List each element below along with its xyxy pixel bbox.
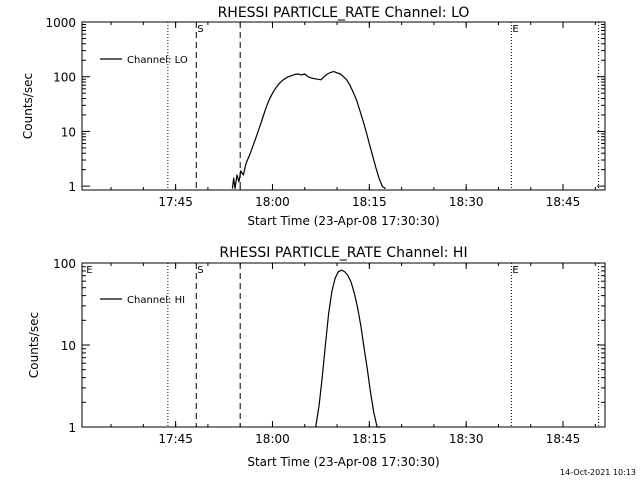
plot-frame <box>81 262 606 428</box>
series-line-1 <box>315 269 381 428</box>
timestamp: 14-Oct-2021 10:13 <box>560 468 636 477</box>
event-marker: S <box>197 24 203 35</box>
panel-2: RHESSI PARTICLE_RATE Channel: HI 17:45 18:… <box>27 245 606 469</box>
legend: Channel: LO <box>100 55 188 66</box>
event-marker: E <box>86 265 92 276</box>
x-tick-label: 17:45 <box>158 432 193 446</box>
y-tick-label: 100 <box>53 71 76 85</box>
y-tick-label: 10 <box>61 125 76 139</box>
legend: Channel: HI <box>100 295 185 306</box>
x-tick-label: 18:15 <box>352 432 387 446</box>
y-axis-label: Counts/sec <box>27 312 41 378</box>
event-marker: E <box>512 24 518 35</box>
chart-title: RHESSI PARTICLE_RATE Channel: LO <box>218 5 470 21</box>
event-marker: E <box>512 265 518 276</box>
x-axis-label: Start Time (23-Apr-08 17:30:30) <box>247 214 439 228</box>
plot-frame <box>81 21 606 191</box>
x-tick-label: 18:30 <box>449 432 484 446</box>
y-tick-label: 1 <box>68 180 76 194</box>
x-tick-label: 18:00 <box>255 195 290 209</box>
x-tick-label: 18:45 <box>546 195 581 209</box>
x-axis-label: Start Time (23-Apr-08 17:30:30) <box>247 455 439 469</box>
series-line-1 <box>231 70 386 190</box>
x-tick-label: 18:45 <box>546 432 581 446</box>
panel-1: RHESSI PARTICLE_RATE Channel: LO 17:45 18:… <box>21 5 606 228</box>
legend-entry: Channel: LO <box>127 55 188 66</box>
x-tick-label: 17:45 <box>158 195 193 209</box>
y-tick-label: 10 <box>61 339 76 353</box>
x-tick-label: 18:15 <box>352 195 387 209</box>
chart-title: RHESSI PARTICLE_RATE Channel: HI <box>219 245 467 261</box>
y-tick-label: 1000 <box>45 16 76 30</box>
x-tick-label: 18:30 <box>449 195 484 209</box>
x-tick-label: 18:00 <box>255 432 290 446</box>
y-axis-label: Counts/sec <box>21 73 35 139</box>
y-tick-label: 1 <box>68 421 76 435</box>
event-marker: S <box>197 265 203 276</box>
y-tick-label: 100 <box>53 257 76 271</box>
legend-entry: Channel: HI <box>127 295 185 306</box>
